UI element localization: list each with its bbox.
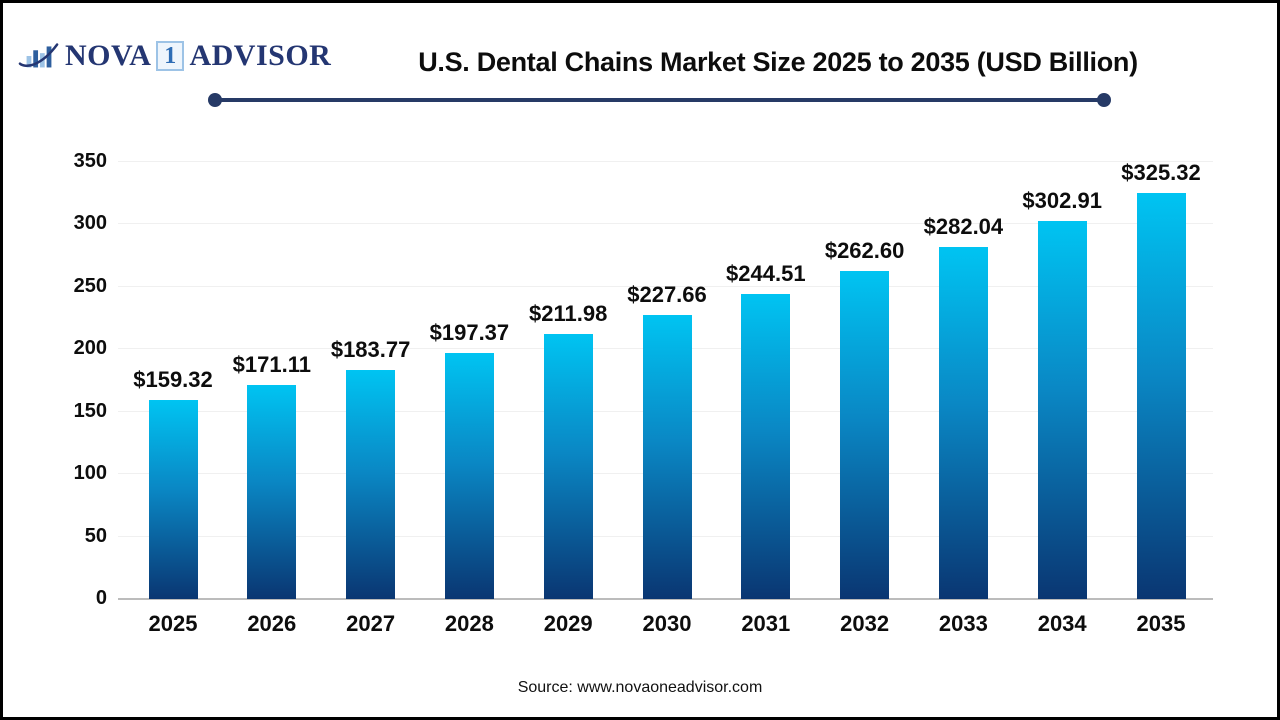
x-tick-label-2034: 2034 <box>1037 611 1087 636</box>
title-underline-divider <box>208 93 1111 107</box>
x-tick-label-2032: 2032 <box>840 611 890 636</box>
bar-value-label-2034: $302.91 <box>1022 187 1102 213</box>
y-tick-label-350: 350 <box>73 150 107 172</box>
bar-2035 <box>1136 192 1186 599</box>
x-tick-label-2025: 2025 <box>148 611 198 636</box>
gridline-350 <box>118 161 1213 162</box>
bar-2027 <box>346 369 396 599</box>
y-tick-label-300: 300 <box>73 212 107 235</box>
bar-value-label-2025: $159.32 <box>133 367 213 393</box>
bar-2028 <box>444 352 494 599</box>
bar-value-label-2026: $171.11 <box>232 352 311 378</box>
bar-value-label-2027: $183.77 <box>330 336 411 362</box>
logo-text-nova: NOVA <box>65 39 152 72</box>
bar-chart-swoosh-icon <box>18 39 60 73</box>
bar-value-label-2032: $262.60 <box>824 238 905 264</box>
y-axis-labels: 0 50 100 150 200 250 300 350 <box>31 150 107 609</box>
plot-area: $159.32 $171.11 $183.77 $197.37 $211.98 $227.… <box>118 159 1213 600</box>
nova-advisor-logo: NOVA 1 ADVISOR <box>18 34 331 78</box>
x-tick-label-2031: 2031 <box>741 611 791 636</box>
x-tick-label-2026: 2026 <box>247 611 297 636</box>
x-tick-label-2033: 2033 <box>938 611 988 636</box>
source-text: Source: www.novaoneadvisor.com <box>517 679 763 696</box>
gridline-300 <box>118 223 1213 225</box>
bar-value-label-2028: $197.37 <box>429 319 510 345</box>
bar-2032 <box>840 271 890 599</box>
y-tick-label-100: 100 <box>73 462 107 485</box>
bar-value-label-2031: $244.51 <box>726 260 806 286</box>
bar-2034 <box>1037 220 1087 599</box>
x-axis-labels: 2025 2026 2027 2028 2029 2030 2031 2032 2033 2034… <box>118 611 1213 641</box>
x-tick-label-2027: 2027 <box>346 611 396 636</box>
gridline-250 <box>118 285 1213 287</box>
logo-badge-one: 1 <box>156 41 185 71</box>
x-tick-label-2028: 2028 <box>444 611 494 636</box>
bar-value-label-2029: $211.98 <box>529 301 608 327</box>
x-tick-label-2029: 2029 <box>543 611 593 636</box>
bar-value-label-2035: $325.32 <box>1121 159 1201 185</box>
x-tick-label-2030: 2030 <box>642 611 692 636</box>
bar-2031 <box>741 293 791 599</box>
y-tick-label-250: 250 <box>73 274 107 297</box>
chart-title: U.S. Dental Chains Market Size 2025 to 2… <box>418 47 1138 77</box>
bar-2029 <box>543 334 593 599</box>
y-tick-label-50: 50 <box>84 524 107 547</box>
y-tick-label-150: 150 <box>73 399 107 422</box>
bar-value-label-2030: $227.66 <box>627 281 707 307</box>
bar-value-label-2033: $282.04 <box>923 213 1004 239</box>
bar-2025 <box>148 400 198 599</box>
x-tick-label-2035: 2035 <box>1136 611 1186 636</box>
x-axis-line <box>118 598 1213 600</box>
bar-2026 <box>247 385 297 599</box>
bar-2030 <box>642 314 692 599</box>
bar-2033 <box>938 246 988 599</box>
logo-text-advisor: ADVISOR <box>189 39 332 72</box>
y-tick-label-200: 200 <box>73 337 107 360</box>
y-tick-label-0: 0 <box>95 587 107 609</box>
